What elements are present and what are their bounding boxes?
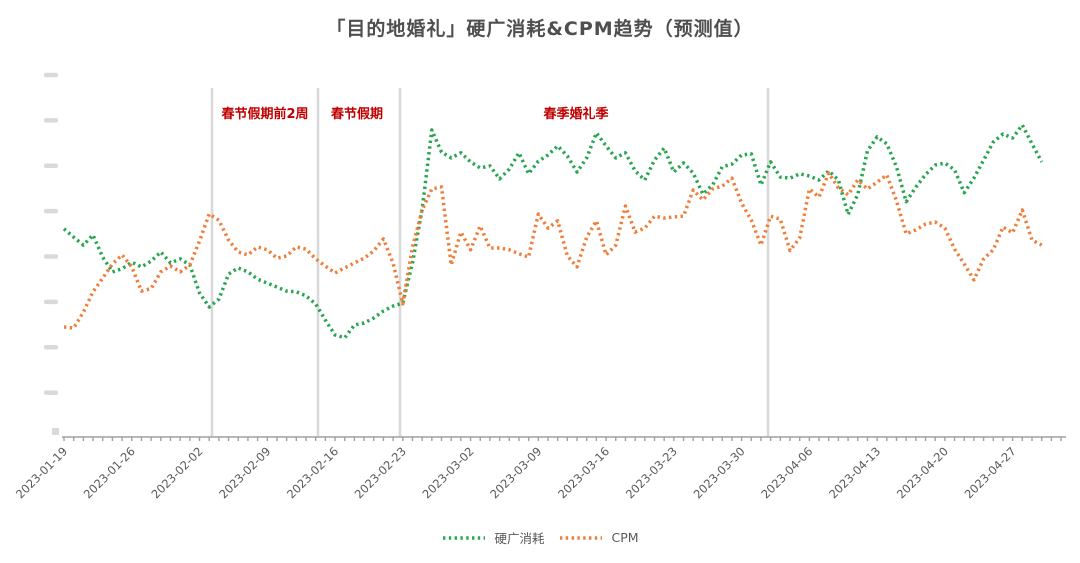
- y-tick-masked-label: [44, 118, 58, 123]
- y-tick-masked-label: [44, 163, 58, 169]
- x-axis-date-label: 2023-03-02: [420, 444, 477, 501]
- data-series: [62, 123, 1044, 340]
- x-axis-date-label: 2023-01-19: [13, 444, 70, 501]
- legend-line-sample-green: [443, 535, 486, 540]
- y-tick-masked-label: [44, 299, 58, 305]
- legend-item-consumption: 硬广消耗: [441, 528, 544, 547]
- series-line-1: [63, 171, 1043, 330]
- x-axis-date-label: 2023-02-16: [284, 444, 341, 501]
- x-axis-date-label: 2023-03-16: [555, 444, 612, 501]
- x-axis-date-label: 2023-01-26: [81, 444, 138, 501]
- legend-label: 硬广消耗: [494, 531, 545, 546]
- y-tick-masked-label: [44, 254, 58, 259]
- origin-masked-label: [52, 428, 59, 435]
- y-tick-masked-label: [44, 390, 58, 395]
- annotation-label: 春季婚礼季: [542, 106, 608, 122]
- chart-title: 「目的地婚礼」硬广消耗&CPM趋势（预测值）: [326, 18, 754, 40]
- x-axis-date-label: 2023-04-27: [962, 444, 1019, 501]
- annotation-label: 春节假期: [330, 106, 383, 122]
- y-axis-masked-labels: [44, 72, 59, 435]
- event-annotations: 春节假期前2周 春节假期 春季婚礼季: [220, 106, 608, 122]
- x-axis-date-label: 2023-04-13: [826, 444, 883, 501]
- x-axis-date-label: 2023-03-09: [487, 444, 544, 501]
- x-axis-date-label: 2023-03-30: [691, 444, 748, 501]
- series-line-0: [62, 123, 1044, 340]
- legend-item-cpm: CPM: [558, 530, 639, 545]
- event-vlines: [210, 88, 770, 437]
- y-tick-masked-label: [44, 344, 58, 350]
- x-axis-date-label: 2023-03-23: [623, 444, 680, 501]
- chart-legend: 硬广消耗 CPM: [0, 528, 1080, 547]
- x-axis-date-labels: 2023-01-19 2023-01-26 2023-02-02 2023-02-09…: [13, 444, 1019, 501]
- y-tick-masked-label: [44, 72, 58, 78]
- x-axis: [62, 436, 1066, 441]
- x-axis-date-label: 2023-02-09: [216, 444, 273, 501]
- y-tick-masked-label: [44, 208, 58, 214]
- legend-label: CPM: [611, 530, 639, 545]
- x-axis-date-label: 2023-04-06: [758, 444, 815, 501]
- x-axis-date-label: 2023-02-02: [148, 444, 205, 501]
- annotation-label: 春节假期前2周: [220, 106, 308, 122]
- x-axis-date-label: 2023-04-20: [894, 444, 951, 501]
- legend-line-sample-orange: [560, 535, 603, 540]
- x-axis-date-label: 2023-02-23: [352, 444, 409, 501]
